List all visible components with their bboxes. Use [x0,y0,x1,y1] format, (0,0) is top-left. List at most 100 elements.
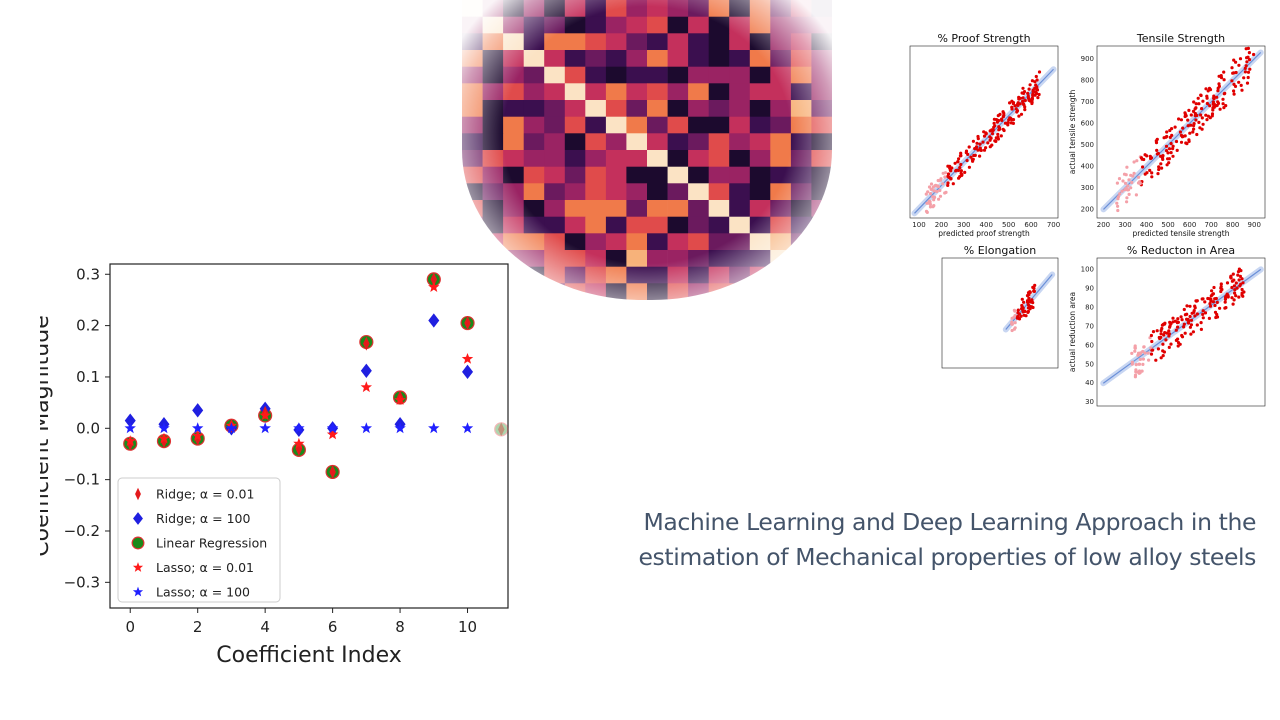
data-point [1180,318,1184,322]
data-point [1232,58,1236,62]
data-point [1199,327,1203,331]
data-point [936,185,940,189]
data-point [1022,300,1026,304]
data-point [1141,362,1145,366]
heatmap-cell [708,116,730,134]
data-point [1138,182,1142,186]
x-tick-label: 200 [935,221,948,229]
data-point [1157,165,1161,169]
heatmap-cell [482,66,504,84]
data-point [1133,373,1138,377]
data-point [1193,107,1197,111]
data-point [1161,349,1165,353]
heatmap-cell [749,66,771,84]
data-point [1182,325,1186,329]
data-point [1212,96,1216,100]
legend-marker [132,586,144,597]
data-point [1201,312,1205,316]
data-point [1018,102,1022,106]
heatmap-cell [544,0,566,17]
heatmap-cell [688,166,709,184]
heatmap-cell [523,200,545,217]
data-point [462,364,474,379]
heatmap-cell [749,83,771,101]
data-point [1022,313,1026,317]
heatmap-cell [626,83,648,101]
heatmap-cell [688,133,709,151]
y-axis-label: actual reduction area [1068,292,1077,372]
data-point [1130,360,1134,364]
data-point [1230,66,1234,70]
heatmap-cell [647,150,668,167]
data-point [946,181,950,185]
data-point [430,272,438,287]
data-point [1033,80,1037,84]
data-point [1194,299,1198,303]
heatmap-cell [770,233,792,251]
data-point [1121,179,1125,183]
data-point [1031,88,1035,92]
heatmap-cell [708,183,730,201]
x-axis-label: predicted proof strength [938,229,1030,238]
heatmap-cell [688,233,709,251]
data-point [1141,165,1145,169]
heatmap-cell [503,0,524,17]
heatmap-cell [605,116,627,134]
heatmap-cell [708,266,730,284]
data-point [946,172,951,176]
heatmap-cell [688,116,709,134]
heatmap-cell [790,216,812,234]
data-point [1189,323,1193,327]
data-point [957,157,961,161]
data-point [1142,345,1146,349]
heatmap-cell [503,216,524,234]
data-point [326,422,339,434]
x-tick-label: 10 [458,618,477,636]
data-point [944,190,948,194]
data-point [1021,99,1025,103]
data-point [1115,181,1119,185]
heatmap-cell [585,33,607,51]
heatmap-cell [585,16,607,34]
y-tick-label: 60 [1085,341,1094,349]
heatmap-cell [523,0,545,17]
data-point [925,210,929,214]
data-point [394,394,406,405]
data-point [1179,118,1183,122]
heatmap-cell [564,16,586,34]
data-point [1201,316,1205,320]
heatmap-cell [688,183,709,201]
data-point [956,160,960,164]
heatmap-cell [790,166,812,184]
data-point [1199,321,1203,325]
data-point [498,422,505,437]
heatmap-cell [462,166,483,184]
x-tick-label: 700 [1047,221,1060,229]
data-point [1233,291,1237,295]
heatmap-cell [708,133,730,151]
data-point [1155,329,1159,333]
heatmap-cell [503,50,524,67]
data-point [1211,100,1215,104]
data-point [1137,362,1141,366]
data-point [1239,282,1243,286]
data-point [192,403,204,418]
data-point [1193,111,1197,116]
y-tick-label: 30 [1085,398,1094,406]
heatmap-cell [811,0,832,17]
data-point [1213,303,1217,308]
heatmap-cell [605,216,627,234]
heatmap-cell [770,150,792,167]
data-point [971,139,975,143]
data-point [1242,76,1246,80]
data-point [1116,204,1120,208]
data-point [1167,334,1171,338]
heatmap-cell [585,233,607,251]
heatmap-cell [503,66,524,84]
data-point [1126,184,1130,188]
data-point [1165,130,1169,134]
data-point [1211,300,1215,304]
heatmap-cell [482,233,504,251]
heatmap-cell [544,100,566,117]
data-point [1019,112,1024,116]
